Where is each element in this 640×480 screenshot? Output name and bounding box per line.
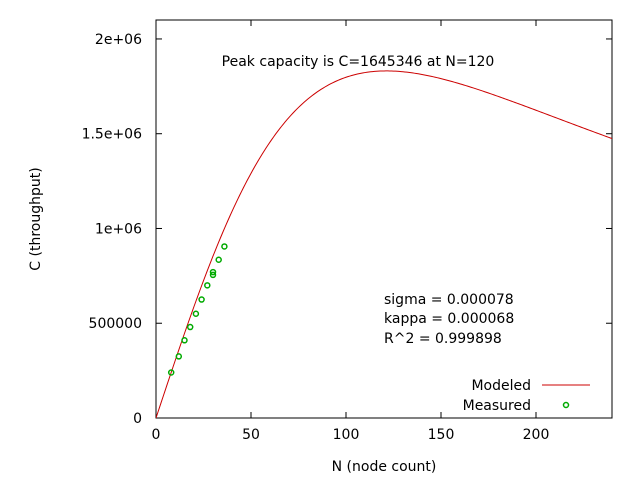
measured-point (175, 353, 183, 360)
measured-point (192, 310, 200, 318)
measured-point (209, 268, 217, 276)
x-tick-label: 150 (428, 427, 455, 443)
x-tick-label: 50 (242, 427, 260, 443)
measured-point (204, 282, 211, 289)
x-tick-label: 100 (333, 427, 360, 443)
x-tick-label: 200 (523, 427, 550, 443)
y-tick-label: 1e+06 (95, 221, 142, 237)
measured-point (186, 323, 194, 331)
y-tick-label: 1.5e+06 (82, 127, 143, 143)
y-tick-label: 2e+06 (95, 32, 142, 48)
legend: Modeled Measured (463, 378, 590, 414)
legend-swatch-measured (562, 401, 570, 409)
plot-frame (155, 19, 613, 419)
legend-label-measured: Measured (463, 398, 531, 414)
x-tick-label: 0 (152, 427, 161, 443)
x-axis-label: N (node count) (332, 459, 437, 475)
measured-point (215, 256, 222, 263)
kappa-annotation: kappa = 0.000068 (384, 311, 514, 327)
y-tick-label: 0 (133, 411, 142, 427)
measured-point (181, 337, 188, 344)
y-tick-label: 500000 (89, 316, 142, 332)
measured-point (167, 369, 175, 376)
modeled-line (156, 70, 612, 418)
measured-point (198, 296, 205, 303)
measured-point (209, 271, 217, 279)
peak-annotation: Peak capacity is C=1645346 at N=120 (222, 54, 495, 70)
measured-point (221, 243, 228, 250)
legend-label-modeled: Modeled (471, 378, 531, 394)
r2-annotation: R^2 = 0.999898 (384, 331, 502, 347)
y-axis-label: C (throughput) (28, 167, 44, 270)
sigma-annotation: sigma = 0.000078 (384, 292, 514, 308)
